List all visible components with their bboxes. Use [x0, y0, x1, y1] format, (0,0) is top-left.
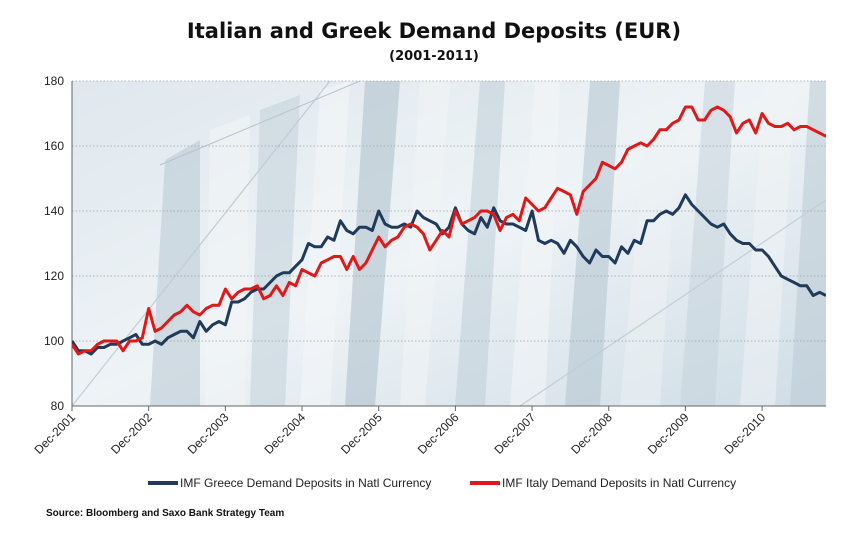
- legend: IMF Greece Demand Deposits in Natl Curre…: [148, 476, 736, 490]
- x-tick-label: Dec-2003: [185, 410, 232, 457]
- x-tick-label: Dec-2008: [568, 410, 615, 457]
- x-tick-label: Dec-2005: [338, 410, 385, 457]
- series-group: [72, 105, 826, 356]
- legend-label-italy: IMF Italy Demand Deposits in Natl Curren…: [502, 476, 736, 490]
- series-line-greece: [72, 193, 826, 356]
- chart-subtitle: (2001-2011): [389, 49, 479, 64]
- y-tick-label: 140: [44, 204, 64, 218]
- legend-label-greece: IMF Greece Demand Deposits in Natl Curre…: [180, 476, 431, 490]
- y-tick-label: 160: [44, 139, 64, 153]
- x-axis: Dec-2001 Dec-2002 Dec-2003 Dec-2004 Dec-2005…: [31, 406, 768, 457]
- source-note: Source: Bloomberg and Saxo Bank Strategy…: [46, 508, 284, 519]
- x-tick-label: Dec-2002: [108, 410, 155, 457]
- chart-title: Italian and Greek Demand Deposits (EUR): [187, 19, 681, 43]
- series-line-italy: [72, 105, 826, 356]
- x-tick-label: Dec-2001: [31, 410, 78, 457]
- x-tick-label: Dec-2006: [415, 410, 462, 457]
- y-tick-label: 100: [44, 334, 64, 348]
- y-tick-label: 80: [51, 399, 65, 413]
- x-tick-label: Dec-2010: [722, 410, 769, 457]
- background-image: [72, 81, 826, 406]
- x-tick-label: Dec-2007: [491, 410, 538, 457]
- y-axis: 80 100 120 140 160 180: [44, 74, 64, 413]
- x-tick-label: Dec-2004: [261, 410, 308, 457]
- y-tick-label: 180: [44, 74, 64, 88]
- y-tick-label: 120: [44, 269, 64, 283]
- x-tick-label: Dec-2009: [645, 410, 692, 457]
